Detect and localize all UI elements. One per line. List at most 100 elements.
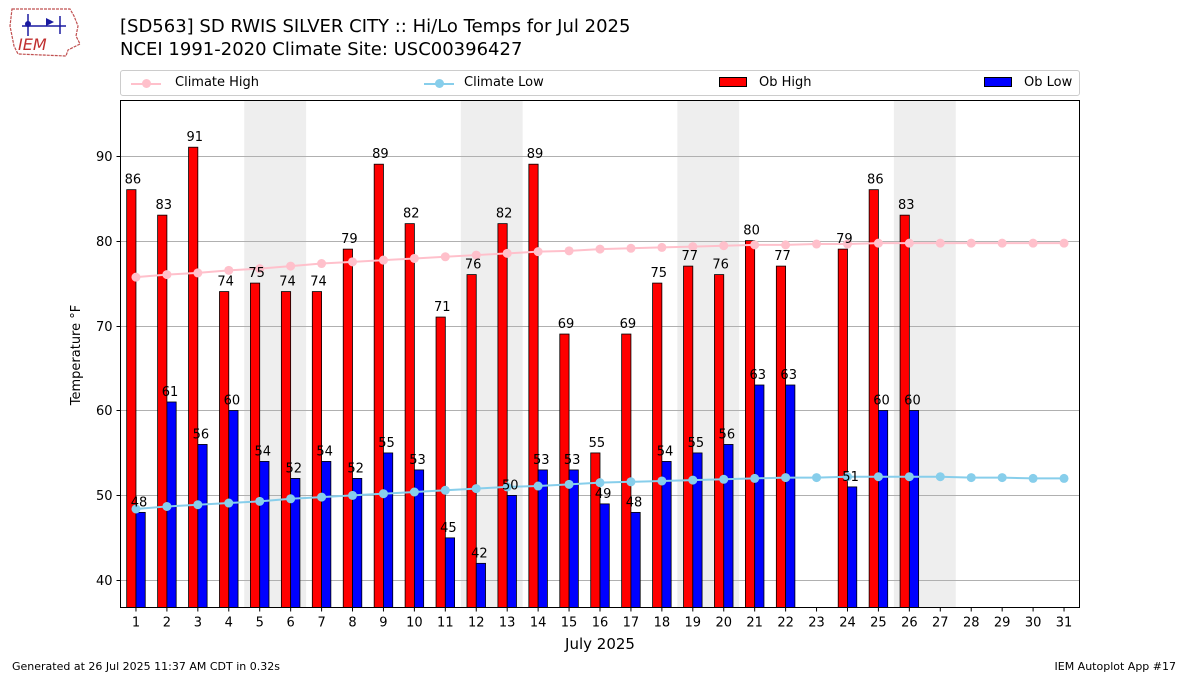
ob-low-label: 60	[224, 393, 241, 408]
ob-low-bar	[723, 444, 734, 608]
legend-marker-swatch	[435, 79, 444, 88]
ob-high-label: 89	[527, 147, 544, 162]
climate-high-point	[131, 272, 141, 282]
climate-high-point	[162, 270, 172, 280]
x-tick-label: 11	[437, 616, 454, 631]
ob-high-label: 86	[867, 173, 884, 188]
climate-high-point	[719, 241, 729, 251]
ob-low-label: 49	[595, 487, 612, 502]
climate-high-point	[781, 240, 791, 250]
legend-label: Ob High	[759, 75, 812, 90]
climate-low-point	[997, 473, 1007, 483]
ob-high-label: 80	[743, 224, 760, 239]
climate-high-point	[595, 244, 605, 254]
ob-high-label: 69	[620, 317, 637, 332]
x-tick-label: 17	[623, 616, 640, 631]
ob-low-bar	[506, 494, 517, 608]
ob-low-bar	[878, 410, 889, 608]
ob-low-label: 56	[193, 427, 210, 442]
ob-high-bar	[775, 265, 787, 608]
climate-high-point	[812, 239, 822, 249]
ob-high-bar	[373, 163, 384, 608]
climate-high-point	[750, 240, 760, 250]
ob-high-bar	[404, 223, 415, 608]
ob-low-label: 60	[873, 393, 890, 408]
legend-climate-low: Climate Low	[424, 75, 544, 90]
climate-low-point	[317, 492, 327, 502]
ob-high-label: 82	[403, 207, 420, 222]
climate-high-point	[193, 268, 203, 278]
ob-low-bar	[475, 562, 486, 608]
y-tick-label: 50	[96, 489, 113, 504]
climate-low-point	[812, 473, 822, 483]
ob-low-bar	[754, 384, 765, 608]
ob-low-label: 45	[440, 521, 457, 536]
climate-low-point	[966, 473, 976, 483]
climate-high-point	[657, 242, 667, 252]
ob-high-bar	[188, 146, 199, 608]
ob-low-label: 54	[316, 444, 333, 459]
ob-low-bar	[537, 469, 548, 608]
climate-high-point	[626, 243, 636, 253]
climate-high-point	[255, 264, 265, 274]
ob-high-label: 74	[279, 275, 296, 290]
climate-high-point	[471, 250, 481, 260]
legend-bar-swatch	[719, 77, 747, 87]
x-tick-label: 7	[317, 616, 325, 631]
ob-low-label: 51	[842, 470, 859, 485]
x-tick-label: 22	[777, 616, 794, 631]
x-tick-label: 28	[963, 616, 980, 631]
ob-high-label: 82	[496, 207, 513, 222]
ob-low-label: 63	[780, 368, 797, 383]
climate-low-point	[471, 484, 481, 494]
climate-low-point	[904, 472, 914, 482]
climate-high-point	[348, 257, 358, 267]
climate-high-point	[564, 246, 574, 256]
x-tick-label: 9	[379, 616, 387, 631]
ob-high-bar	[342, 248, 353, 608]
ob-high-bar	[899, 214, 910, 608]
ob-low-label: 54	[657, 444, 674, 459]
ob-low-bar	[847, 486, 858, 608]
chart-subtitle: NCEI 1991-2020 Climate Site: USC00396427	[120, 39, 523, 60]
ob-low-bar	[908, 410, 920, 608]
climate-lines	[131, 238, 1069, 514]
y-tick-label: 80	[96, 235, 113, 250]
x-tick-label: 23	[808, 616, 825, 631]
ob-low-label: 54	[255, 444, 272, 459]
ob-low-label: 55	[378, 436, 395, 451]
ob-low-bar	[135, 511, 146, 608]
legend-ob-high: Ob High	[719, 75, 812, 90]
ob-high-label: 83	[898, 198, 915, 213]
climate-low-point	[719, 474, 729, 484]
legend-climate-high: Climate High	[131, 75, 259, 90]
ob-high-label: 79	[836, 232, 853, 247]
climate-high-point	[224, 265, 234, 275]
x-tick-label: 8	[348, 616, 356, 631]
climate-high-point	[688, 242, 698, 252]
x-tick-label: 31	[1056, 616, 1073, 631]
ob-high-bar	[219, 291, 230, 608]
climate-low-point	[688, 475, 698, 485]
ob-high-label: 86	[125, 173, 142, 188]
ob-low-bar	[599, 503, 610, 608]
y-tick-label: 90	[96, 150, 113, 165]
climate-low-point	[935, 472, 945, 482]
climate-low-point	[657, 476, 667, 486]
x-tick-label: 25	[870, 616, 887, 631]
ob-high-label: 77	[681, 249, 698, 264]
climate-high-point	[935, 238, 945, 248]
x-tick-label: 6	[287, 616, 295, 631]
ob-high-label: 74	[310, 275, 327, 290]
ob-high-label: 75	[651, 266, 668, 281]
legend-label: Ob Low	[1024, 75, 1073, 90]
climate-low-point	[224, 498, 234, 508]
legend-ob-low: Ob Low	[984, 75, 1072, 90]
climate-high-point	[842, 239, 852, 249]
climate-low-point	[595, 478, 605, 488]
climate-high-point	[904, 238, 914, 248]
ob-low-label: 53	[564, 453, 581, 468]
ob-high-label: 55	[589, 436, 606, 451]
